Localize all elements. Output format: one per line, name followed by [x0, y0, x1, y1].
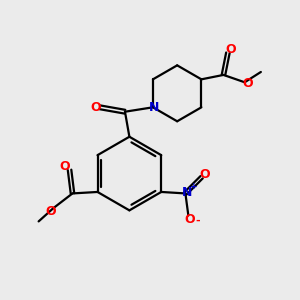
- Text: O: O: [200, 168, 210, 182]
- Text: O: O: [242, 77, 253, 90]
- Text: N: N: [182, 186, 192, 199]
- Text: O: O: [226, 44, 236, 56]
- Text: N: N: [149, 101, 160, 114]
- Text: O: O: [45, 205, 56, 218]
- Text: -: -: [196, 216, 200, 226]
- Text: O: O: [60, 160, 70, 173]
- Text: O: O: [184, 212, 195, 226]
- Text: O: O: [90, 101, 101, 114]
- Text: +: +: [190, 182, 197, 190]
